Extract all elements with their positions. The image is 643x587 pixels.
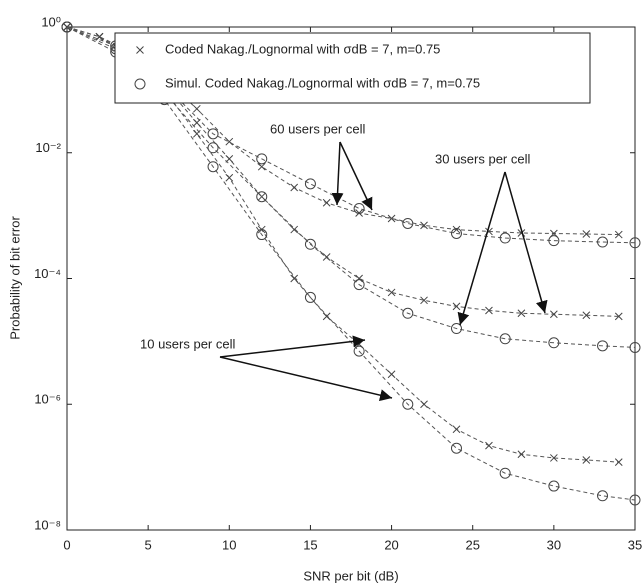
data-point [499, 467, 511, 479]
data-point [322, 198, 331, 207]
data-point [402, 398, 414, 410]
data-point [402, 307, 414, 319]
data-point [548, 235, 560, 247]
y-tick-label: 10⁻⁸ [34, 517, 61, 532]
x-tick-label: 0 [63, 537, 70, 552]
series-line [66, 26, 619, 463]
y-tick-label: 10⁻⁶ [34, 392, 61, 407]
data-point [582, 456, 591, 464]
data-point [550, 454, 558, 462]
data-point [452, 302, 461, 311]
data-point [614, 458, 623, 466]
x-tick-label: 35 [628, 537, 642, 552]
data-point [304, 238, 316, 250]
data-point [322, 312, 331, 321]
data-point [420, 221, 428, 230]
data-point [582, 311, 591, 320]
data-point [597, 236, 609, 248]
data-point [257, 162, 266, 171]
data-point [450, 323, 462, 335]
data-point [517, 309, 526, 318]
data-point [485, 441, 493, 450]
data-point [192, 118, 201, 127]
x-tick-label: 10 [222, 537, 236, 552]
data-point [597, 340, 609, 352]
data-point [61, 21, 73, 33]
data-point [207, 128, 219, 140]
series-line [66, 26, 619, 236]
data-point [402, 217, 414, 229]
annotation-arrow [219, 356, 393, 402]
legend-marker [134, 78, 146, 90]
y-tick-label: 10⁻⁴ [34, 266, 61, 281]
series-line [66, 26, 636, 348]
data-point [420, 296, 428, 305]
x-tick-label: 30 [547, 537, 561, 552]
data-point [256, 191, 268, 203]
data-point [450, 442, 462, 454]
data-point [629, 341, 641, 353]
data-point [256, 153, 268, 165]
data-point [256, 229, 268, 241]
data-point [290, 274, 299, 283]
legend-box [114, 32, 591, 104]
data-point [548, 337, 560, 349]
annotation-arrow [339, 141, 373, 211]
data-point [420, 400, 428, 409]
annotation: 60 users per cell [270, 121, 365, 136]
data-point [304, 291, 316, 303]
data-point [614, 312, 623, 321]
data-point [550, 310, 558, 319]
data-point [225, 137, 234, 146]
y-tick-label: 10⁻² [35, 140, 61, 155]
data-point [353, 279, 365, 291]
data-point [485, 306, 493, 315]
data-point [499, 333, 511, 345]
legend-marker [136, 46, 144, 54]
data-point [355, 274, 363, 283]
data-point [207, 161, 219, 173]
x-tick-label: 5 [145, 537, 152, 552]
data-point [629, 494, 641, 506]
data-point [597, 490, 609, 502]
annotation: 10 users per cell [140, 336, 235, 351]
annotation-arrow [457, 171, 506, 326]
data-point [452, 225, 461, 234]
annotation: 30 users per cell [435, 151, 530, 166]
annotation-arrow [331, 141, 344, 206]
data-point [629, 237, 641, 249]
data-point [95, 32, 104, 41]
data-point [452, 425, 461, 434]
data-point [517, 450, 526, 459]
data-point [290, 225, 299, 234]
data-point [582, 230, 591, 238]
x-axis-label: SNR per bit (dB) [303, 568, 398, 583]
legend-label: Simul. Coded Nakag./Lognormal with σdB =… [165, 75, 480, 90]
data-point [614, 230, 623, 239]
data-point [192, 129, 201, 138]
data-point [290, 183, 299, 192]
data-point [387, 370, 396, 379]
annotation-arrow [219, 335, 366, 358]
data-point [387, 288, 396, 297]
data-point [548, 480, 560, 492]
data-point [353, 202, 365, 214]
data-point [207, 142, 219, 154]
data-point [450, 227, 462, 239]
data-point [225, 173, 234, 182]
x-tick-label: 15 [303, 537, 317, 552]
data-point [499, 232, 511, 244]
x-tick-label: 20 [384, 537, 398, 552]
x-tick-label: 25 [465, 537, 479, 552]
annotation-arrow [504, 171, 548, 314]
legend-label: Coded Nakag./Lognormal with σdB = 7, m=0… [165, 41, 440, 56]
y-tick-label: 10⁰ [41, 14, 61, 29]
y-axis-label: Probability of bit error [7, 216, 22, 340]
data-point [304, 178, 316, 190]
data-point [192, 104, 201, 113]
